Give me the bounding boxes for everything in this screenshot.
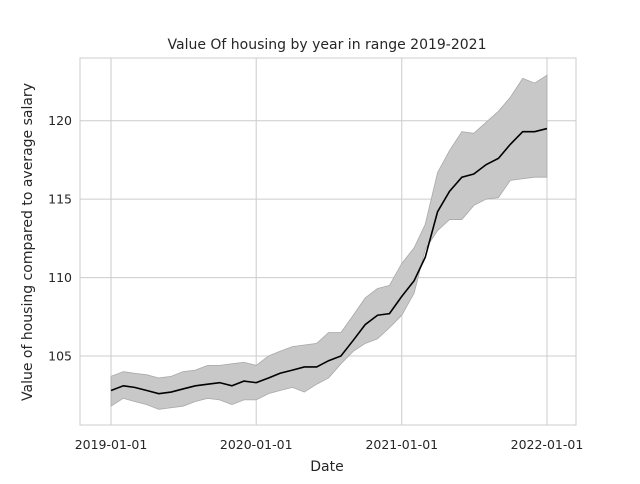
series-line [110, 127, 548, 395]
plot-frame [79, 57, 577, 426]
x-tick-label: 2020-01-01 [220, 437, 293, 452]
y-tick-label: 105 [48, 348, 72, 363]
x-tick-label: 2021-01-01 [365, 437, 438, 452]
y-tick-label: 110 [48, 270, 72, 285]
confidence-band [110, 74, 548, 410]
y-axis-label: Value of housing compared to average sal… [20, 83, 36, 401]
x-tick-label: 2019-01-01 [75, 437, 148, 452]
x-axis-label: Date [310, 459, 343, 475]
x-axis-ticks: 2019-01-01 2020-01-01 2021-01-01 2022-01-01 [75, 437, 584, 452]
chart-title: Value Of housing by year in range 2019-2… [168, 37, 487, 53]
y-tick-label: 115 [48, 192, 72, 207]
y-tick-label: 120 [48, 113, 72, 128]
x-tick-label: 2022-01-01 [511, 437, 584, 452]
y-axis-ticks: 105 110 115 120 [48, 113, 72, 363]
